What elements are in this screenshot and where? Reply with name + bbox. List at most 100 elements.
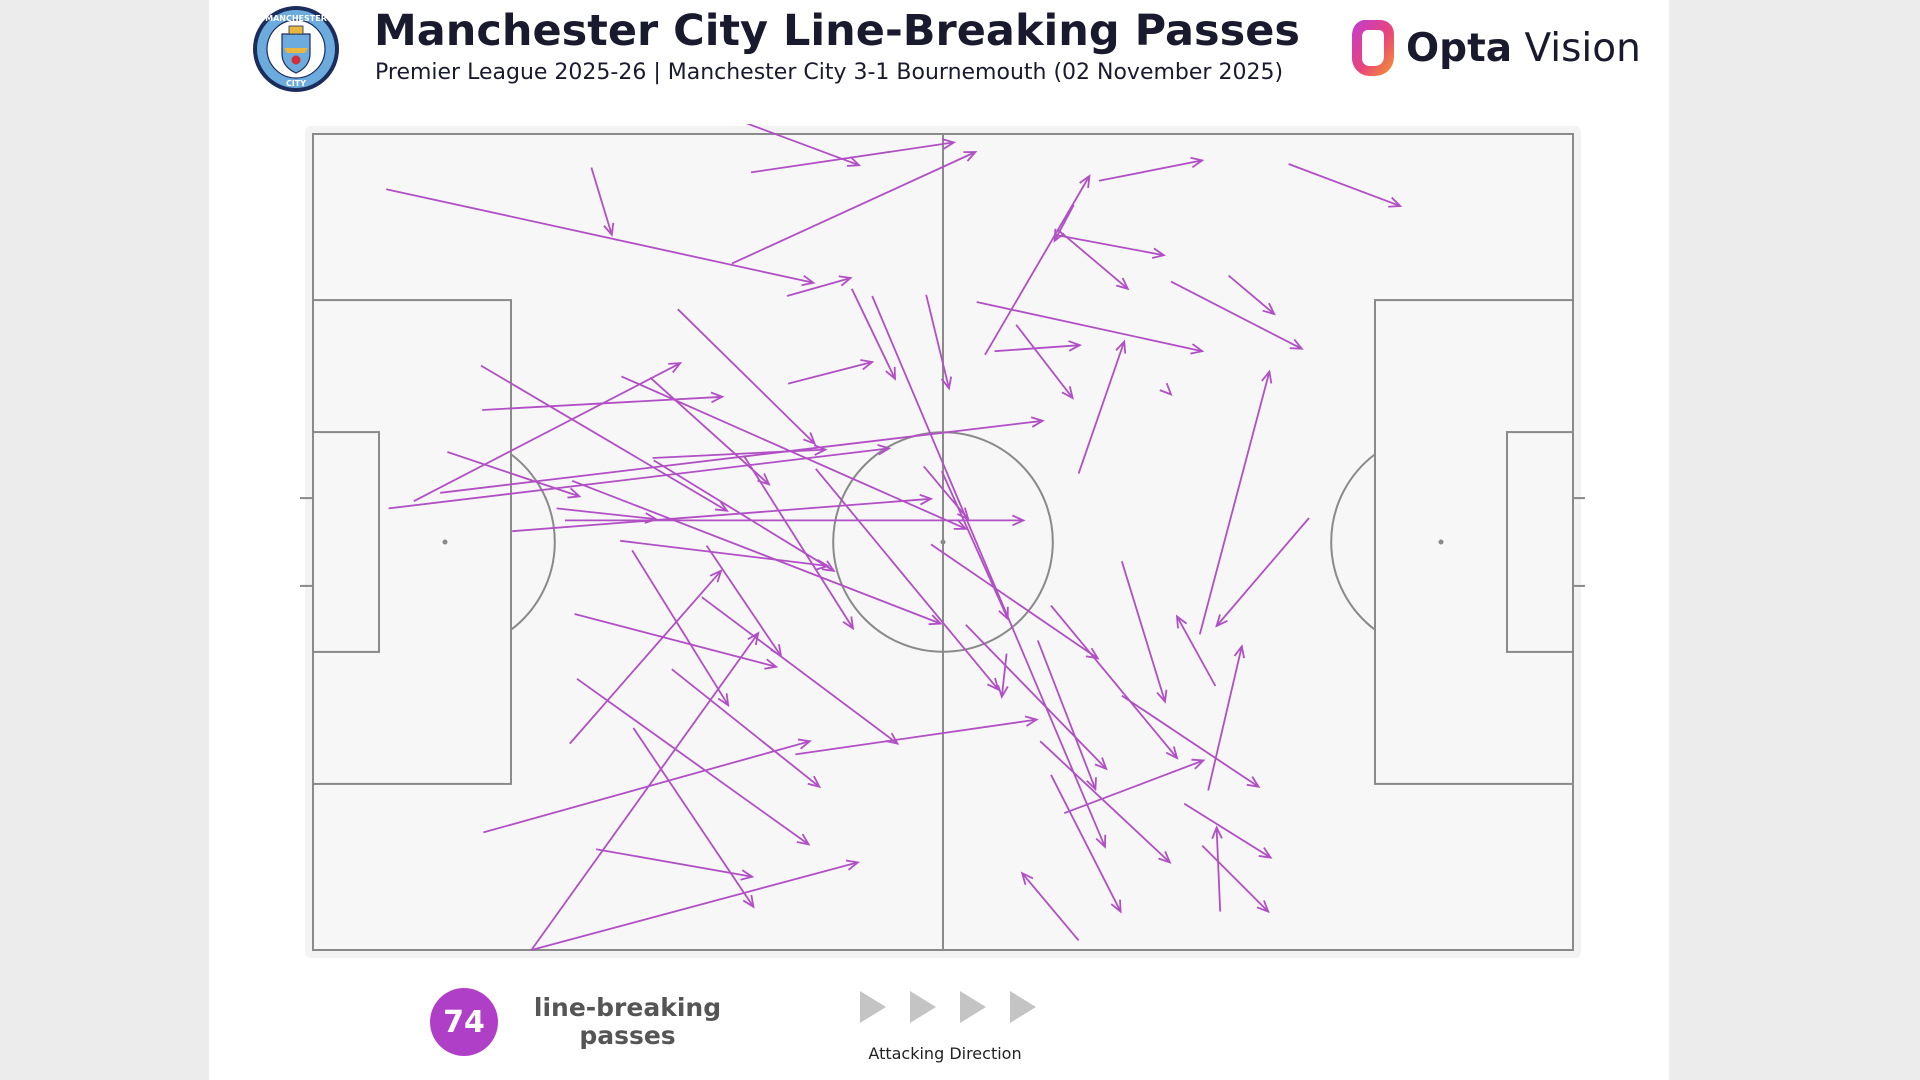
play-triangle-icon: [910, 991, 936, 1023]
left-goal: [300, 497, 314, 587]
pass-line: [1170, 280, 1303, 350]
pass-line: [512, 497, 932, 533]
pass-arrowhead: [1115, 339, 1127, 354]
left-penalty-spot: [442, 539, 448, 545]
pass-arrow: [596, 848, 755, 881]
pass-line: [1021, 872, 1080, 941]
pass-line: [671, 668, 820, 788]
pass-arrowhead: [1151, 247, 1166, 259]
right-penalty-spot: [1438, 539, 1444, 545]
play-triangle-icon: [860, 991, 886, 1023]
pass-arrow: [1015, 324, 1074, 400]
pass-arrowhead: [807, 775, 822, 789]
pass-line: [649, 376, 770, 486]
pass-line: [631, 549, 729, 706]
pass-line: [976, 301, 1203, 353]
pass-count-label: line-breaking passes: [520, 994, 735, 1050]
pass-arrowhead: [1256, 900, 1270, 914]
pass-arrow: [1175, 614, 1217, 687]
pass-line: [1201, 844, 1269, 913]
attacking-direction-arrows: [860, 991, 1036, 1023]
pass-arrow: [745, 124, 862, 167]
pass-line: [1215, 517, 1310, 627]
pass-arrow: [1215, 517, 1310, 628]
left-penalty-arc: [510, 453, 556, 631]
pass-line: [965, 624, 1107, 770]
pass-arrowhead: [1068, 340, 1083, 352]
pass-line: [705, 545, 782, 657]
crest-bottom-text: CITY: [286, 79, 306, 88]
pass-line: [1036, 640, 1097, 790]
pass-line: [984, 175, 1091, 356]
pass-arrowhead: [1158, 850, 1172, 864]
pass-line: [1077, 341, 1126, 474]
pass-arrow: [483, 738, 812, 834]
pass-arrowhead: [842, 616, 855, 631]
pass-arrow: [787, 359, 875, 385]
pass-arrowhead: [717, 693, 730, 708]
pass-arrowhead: [797, 738, 812, 750]
pass-line: [994, 344, 1080, 353]
pass-line: [531, 861, 859, 951]
pass-line: [815, 468, 999, 691]
pass-arrowhead: [997, 685, 1009, 699]
pass-arrowhead: [838, 275, 853, 287]
pass-line: [1000, 653, 1008, 697]
pass-line: [483, 740, 811, 834]
pass-arrowhead: [803, 432, 817, 446]
pass-arrowhead: [1024, 715, 1039, 727]
pass-line: [743, 455, 854, 629]
pass-line: [1050, 774, 1122, 913]
pass-arrow: [677, 308, 817, 446]
pass-arrow: [1077, 339, 1127, 474]
pass-arrowhead: [942, 138, 956, 150]
pass-arrowhead: [963, 151, 978, 162]
pass-arrow: [512, 493, 934, 533]
pass-line: [1121, 694, 1260, 788]
pass-arrow: [1036, 640, 1097, 792]
pass-arrowhead: [845, 859, 860, 871]
pass-line: [750, 141, 954, 174]
pass-arrowhead: [940, 376, 953, 391]
pass-line: [923, 465, 969, 520]
opta-logo-icon: [1352, 20, 1394, 76]
pass-arrowhead: [801, 274, 816, 287]
pass-arrow: [701, 596, 900, 745]
pass-arrow: [1020, 871, 1080, 941]
brand-name-bold: Opta: [1406, 26, 1513, 71]
pass-line: [1054, 233, 1164, 257]
pass-arrow: [743, 455, 855, 631]
pass-line: [701, 596, 898, 745]
pass-arrowhead: [816, 559, 830, 571]
pass-arrow: [940, 470, 1009, 621]
play-triangle-icon: [1010, 991, 1036, 1023]
pass-arrow: [632, 727, 755, 909]
pass-arrowhead: [1233, 644, 1245, 659]
pass-arrowhead: [885, 366, 896, 381]
pass-arrowhead: [1211, 825, 1223, 840]
pass-line: [569, 570, 722, 745]
pass-arrowhead: [1156, 689, 1168, 704]
pass-arrowhead: [603, 222, 615, 237]
pass-arrowhead: [1175, 614, 1188, 629]
pass-line: [925, 294, 950, 389]
pass-line: [440, 419, 1043, 494]
pass-line: [530, 632, 759, 951]
pass-line: [1063, 759, 1204, 815]
pass-arrowhead: [928, 614, 943, 626]
pass-line: [786, 277, 851, 297]
pass-arrowhead: [1094, 757, 1108, 771]
pass-arrowhead: [1191, 758, 1206, 770]
pass-arrowhead: [877, 443, 892, 456]
pass-line: [480, 364, 728, 512]
pass-line: [571, 479, 941, 625]
pass-line: [632, 727, 755, 908]
pass-arrow: [850, 288, 896, 381]
play-triangle-icon: [960, 991, 986, 1023]
pass-arrowhead: [1110, 899, 1122, 914]
pass-arrow: [569, 569, 723, 745]
pass-arrow: [1050, 774, 1122, 914]
pass-line: [621, 375, 967, 530]
pass-arrowhead: [1086, 777, 1097, 792]
pass-arrow: [1098, 156, 1205, 182]
